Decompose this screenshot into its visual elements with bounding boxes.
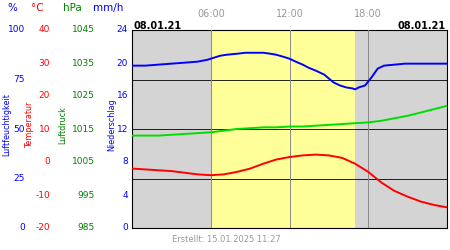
- Text: 4: 4: [122, 190, 128, 200]
- Text: 16: 16: [117, 92, 128, 100]
- Text: 50: 50: [14, 124, 25, 134]
- Text: 1045: 1045: [72, 26, 95, 35]
- Bar: [211, 30, 355, 228]
- Text: 75: 75: [14, 75, 25, 84]
- Text: 0: 0: [122, 224, 128, 232]
- Text: 12: 12: [117, 124, 128, 134]
- Text: 100: 100: [8, 26, 25, 35]
- Text: °C: °C: [31, 3, 43, 13]
- Text: 985: 985: [78, 224, 95, 232]
- Text: 30: 30: [39, 58, 50, 68]
- Text: Temperatur: Temperatur: [26, 102, 35, 148]
- Text: 20: 20: [39, 92, 50, 100]
- Text: -20: -20: [36, 224, 50, 232]
- Text: 18:00: 18:00: [354, 9, 382, 19]
- Text: Erstellt: 15.01.2025 11:27: Erstellt: 15.01.2025 11:27: [172, 236, 281, 244]
- Text: 12:00: 12:00: [275, 9, 303, 19]
- Text: Luftfeuchtigkeit: Luftfeuchtigkeit: [3, 94, 12, 156]
- Text: -10: -10: [35, 190, 50, 200]
- Text: Luftdruck: Luftdruck: [58, 106, 68, 144]
- Text: 1035: 1035: [72, 58, 95, 68]
- Text: 10: 10: [39, 124, 50, 134]
- Text: 24: 24: [117, 26, 128, 35]
- Text: 40: 40: [39, 26, 50, 35]
- Text: %: %: [7, 3, 17, 13]
- Text: 06:00: 06:00: [197, 9, 225, 19]
- Text: 1025: 1025: [72, 92, 95, 100]
- Text: Niederschlag: Niederschlag: [108, 99, 117, 151]
- Text: mm/h: mm/h: [93, 3, 123, 13]
- Text: 1005: 1005: [72, 158, 95, 166]
- Text: 25: 25: [14, 174, 25, 183]
- Text: 08.01.21: 08.01.21: [134, 21, 182, 31]
- Text: 08.01.21: 08.01.21: [397, 21, 445, 31]
- Text: 995: 995: [78, 190, 95, 200]
- Text: 20: 20: [117, 58, 128, 68]
- Text: 1015: 1015: [72, 124, 95, 134]
- Text: 0: 0: [19, 224, 25, 232]
- Text: 0: 0: [44, 158, 50, 166]
- Text: hPa: hPa: [63, 3, 81, 13]
- Text: 8: 8: [122, 158, 128, 166]
